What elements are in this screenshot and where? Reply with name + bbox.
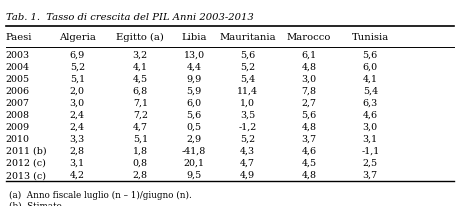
Text: 13,0: 13,0 <box>183 51 204 60</box>
Text: 5,1: 5,1 <box>70 75 84 84</box>
Text: 1,8: 1,8 <box>133 146 147 155</box>
Text: 6,0: 6,0 <box>186 98 201 108</box>
Text: 4,5: 4,5 <box>133 75 147 84</box>
Text: 4,2: 4,2 <box>70 170 84 179</box>
Text: Mauritania: Mauritania <box>218 33 275 42</box>
Text: 5,6: 5,6 <box>301 110 316 119</box>
Text: 6,8: 6,8 <box>133 87 147 96</box>
Text: 6,1: 6,1 <box>301 51 316 60</box>
Text: 5,4: 5,4 <box>240 75 254 84</box>
Text: 4,3: 4,3 <box>240 146 254 155</box>
Text: 3,7: 3,7 <box>301 134 316 143</box>
Text: Tunisia: Tunisia <box>351 33 388 42</box>
Text: 4,6: 4,6 <box>362 110 377 119</box>
Text: 7,1: 7,1 <box>133 98 147 108</box>
Text: 5,1: 5,1 <box>133 134 147 143</box>
Text: -1,1: -1,1 <box>360 146 379 155</box>
Text: 2,4: 2,4 <box>70 122 84 131</box>
Text: 2011 (b): 2011 (b) <box>6 146 46 155</box>
Text: 5,4: 5,4 <box>362 87 377 96</box>
Text: 3,2: 3,2 <box>133 51 147 60</box>
Text: 4,8: 4,8 <box>301 63 316 72</box>
Text: 4,9: 4,9 <box>240 170 254 179</box>
Text: 2003: 2003 <box>6 51 29 60</box>
Text: 7,2: 7,2 <box>133 110 147 119</box>
Text: 1,0: 1,0 <box>240 98 254 108</box>
Text: Libia: Libia <box>181 33 207 42</box>
Text: 6,3: 6,3 <box>362 98 377 108</box>
Text: Algeria: Algeria <box>59 33 95 42</box>
Text: 2,8: 2,8 <box>133 170 147 179</box>
Text: 5,2: 5,2 <box>240 63 254 72</box>
Text: 5,6: 5,6 <box>239 51 255 60</box>
Text: 4,7: 4,7 <box>240 158 254 167</box>
Text: 2,7: 2,7 <box>301 98 316 108</box>
Text: -1,2: -1,2 <box>238 122 256 131</box>
Text: 0,8: 0,8 <box>133 158 147 167</box>
Text: Marocco: Marocco <box>286 33 330 42</box>
Text: (b)  Stimato.: (b) Stimato. <box>9 201 65 206</box>
Text: 7,8: 7,8 <box>301 87 316 96</box>
Text: 2007: 2007 <box>6 98 29 108</box>
Text: 4,8: 4,8 <box>301 122 316 131</box>
Text: 2004: 2004 <box>6 63 29 72</box>
Text: 4,5: 4,5 <box>301 158 316 167</box>
Text: Egitto (a): Egitto (a) <box>116 33 164 42</box>
Text: (a)  Anno fiscale luglio (n – 1)/giugno (n).: (a) Anno fiscale luglio (n – 1)/giugno (… <box>9 190 191 199</box>
Text: 5,6: 5,6 <box>362 51 377 60</box>
Text: 4,8: 4,8 <box>301 170 316 179</box>
Text: 4,1: 4,1 <box>133 63 147 72</box>
Text: 2,9: 2,9 <box>186 134 201 143</box>
Text: 9,9: 9,9 <box>186 75 202 84</box>
Text: 3,7: 3,7 <box>362 170 377 179</box>
Text: 6,0: 6,0 <box>362 63 377 72</box>
Text: 0,5: 0,5 <box>186 122 201 131</box>
Text: Tab. 1.  Tasso di crescita del PIL Anni 2003-2013: Tab. 1. Tasso di crescita del PIL Anni 2… <box>6 13 253 22</box>
Text: 3,0: 3,0 <box>301 75 316 84</box>
Text: 3,0: 3,0 <box>362 122 377 131</box>
Text: -41,8: -41,8 <box>182 146 206 155</box>
Text: 2008: 2008 <box>6 110 29 119</box>
Text: 4,7: 4,7 <box>133 122 147 131</box>
Text: 2005: 2005 <box>6 75 29 84</box>
Text: 2009: 2009 <box>6 122 29 131</box>
Text: 2,8: 2,8 <box>70 146 84 155</box>
Text: 5,2: 5,2 <box>240 134 254 143</box>
Text: 3,0: 3,0 <box>70 98 84 108</box>
Text: 20,1: 20,1 <box>183 158 204 167</box>
Text: 2,5: 2,5 <box>362 158 377 167</box>
Text: 5,6: 5,6 <box>186 110 202 119</box>
Text: 5,2: 5,2 <box>70 63 84 72</box>
Text: 4,4: 4,4 <box>186 63 201 72</box>
Text: 2,4: 2,4 <box>70 110 84 119</box>
Text: 9,5: 9,5 <box>186 170 202 179</box>
Text: 2013 (c): 2013 (c) <box>6 170 45 179</box>
Text: 3,3: 3,3 <box>69 134 85 143</box>
Text: 2012 (c): 2012 (c) <box>6 158 45 167</box>
Text: 6,9: 6,9 <box>69 51 85 60</box>
Text: 3,1: 3,1 <box>362 134 377 143</box>
Text: 4,6: 4,6 <box>301 146 316 155</box>
Text: 3,5: 3,5 <box>239 110 255 119</box>
Text: 3,1: 3,1 <box>70 158 84 167</box>
Text: 2010: 2010 <box>6 134 29 143</box>
Text: 2,0: 2,0 <box>70 87 84 96</box>
Text: 5,9: 5,9 <box>186 87 202 96</box>
Text: 4,1: 4,1 <box>362 75 377 84</box>
Text: 2006: 2006 <box>6 87 29 96</box>
Text: 11,4: 11,4 <box>236 87 257 96</box>
Text: Paesi: Paesi <box>6 33 32 42</box>
